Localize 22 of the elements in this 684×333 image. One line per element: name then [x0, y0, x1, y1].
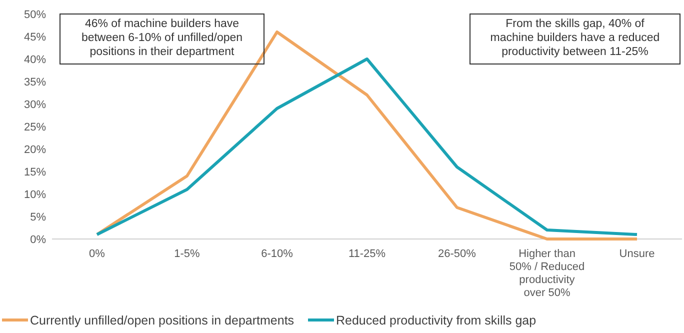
- x-tick-label: Higher than 50% / Reduced productivity over 50%: [509, 248, 585, 299]
- y-tick-label: 15%: [24, 166, 46, 178]
- y-tick-label: 0%: [30, 234, 46, 246]
- y-tick-label: 45%: [24, 31, 46, 44]
- x-tick-label: Unsure: [619, 248, 655, 260]
- y-tick-label: 50%: [24, 8, 46, 21]
- y-tick-label: 25%: [24, 121, 46, 134]
- x-tick-label: 1-5%: [174, 248, 200, 260]
- legend-label: Reduced productivity from skills gap: [336, 313, 536, 328]
- x-tick-label: 6-10%: [261, 248, 294, 260]
- annotation: 46% of machine builders have between 6-10% of unfilled/open positions in their department: [81, 18, 243, 58]
- y-tick-label: 30%: [24, 98, 46, 111]
- annotation: From the skills gap, 40% of machine builders have a reduced productivity between 11-25%: [490, 18, 660, 58]
- legend-label: Currently unfilled/open positions in departments: [30, 313, 294, 328]
- x-tick-label: 11-25%: [348, 248, 386, 260]
- y-tick-label: 5%: [30, 211, 46, 224]
- y-tick-label: 20%: [24, 144, 46, 156]
- y-tick-label: 35%: [24, 76, 46, 88]
- x-tick-label: 26-50%: [438, 248, 476, 260]
- y-tick-label: 10%: [24, 188, 46, 201]
- y-tick-label: 40%: [24, 54, 46, 66]
- x-tick-label: 0%: [89, 248, 106, 260]
